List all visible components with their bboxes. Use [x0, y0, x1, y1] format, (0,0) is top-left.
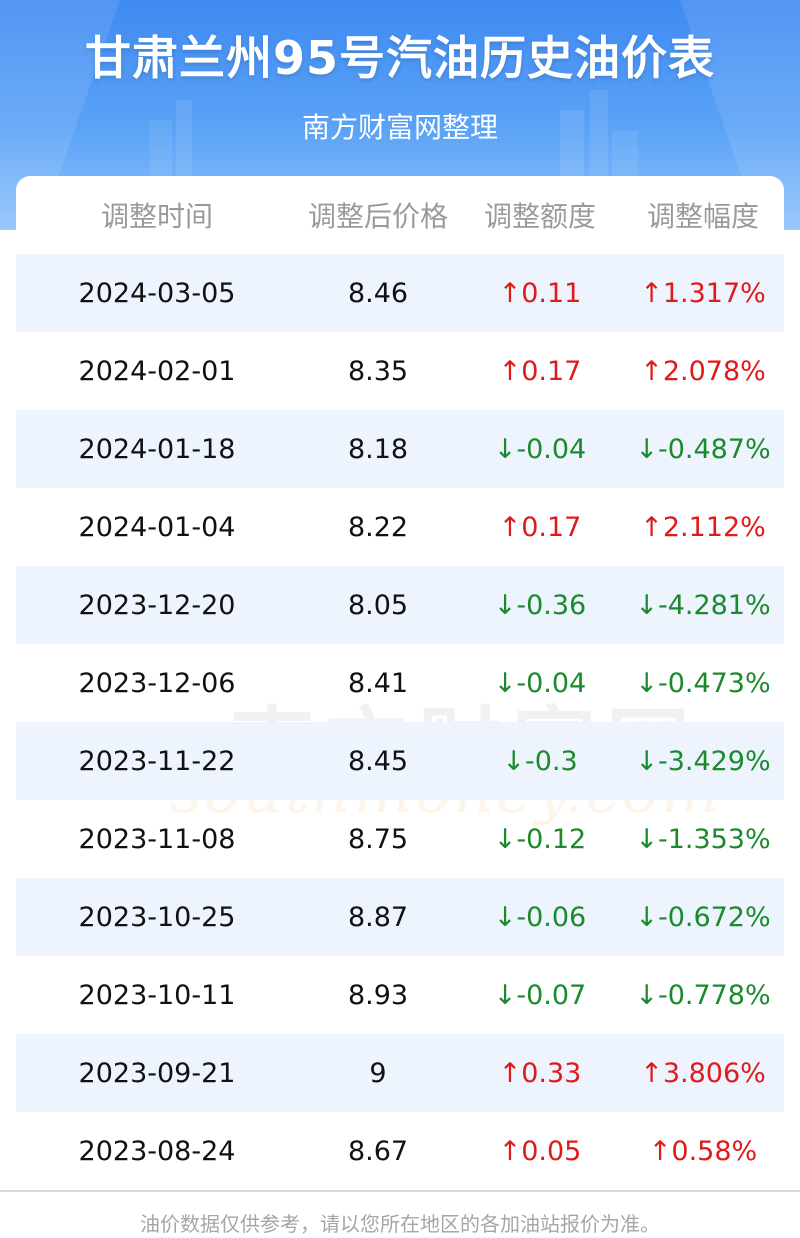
- cell-date: 2023-09-21: [78, 1057, 236, 1089]
- cell-percent: ↑1.317%: [640, 277, 766, 309]
- page-title: 甘肃兰州95号汽油历史油价表: [84, 31, 715, 85]
- table-row: 2023-10-25 8.87 ↓-0.06 ↓-0.672%: [16, 878, 784, 956]
- cell-date: 2023-12-20: [78, 589, 236, 621]
- table-row: 2024-01-18 8.18 ↓-0.04 ↓-0.487%: [16, 410, 784, 488]
- cell-percent: ↓-0.487%: [635, 433, 771, 465]
- cell-change: ↓-0.3: [502, 745, 578, 777]
- table-row: 2023-10-11 8.93 ↓-0.07 ↓-0.778%: [16, 956, 784, 1034]
- footer-divider: [0, 1190, 800, 1192]
- cell-date: 2024-01-18: [78, 433, 236, 465]
- column-header-percent: 调整幅度: [646, 200, 759, 233]
- table-body: 2024-03-05 8.46 ↑0.11 ↑1.317% 2024-02-01…: [16, 254, 784, 1190]
- cell-date: 2023-10-11: [78, 979, 236, 1011]
- cell-price: 8.05: [347, 589, 409, 621]
- cell-price: 8.46: [347, 277, 409, 309]
- cell-price: 8.93: [347, 979, 409, 1011]
- cell-change: ↓-0.12: [493, 823, 587, 855]
- cell-percent: ↓-1.353%: [635, 823, 771, 855]
- cell-percent: ↓-4.281%: [635, 589, 771, 621]
- cell-change: ↑0.17: [498, 511, 582, 543]
- cell-percent: ↑0.58%: [648, 1135, 758, 1167]
- cell-date: 2023-08-24: [78, 1135, 236, 1167]
- table-row: 2023-11-22 8.45 ↓-0.3 ↓-3.429%: [16, 722, 784, 800]
- column-header-date: 调整时间: [100, 200, 213, 233]
- table-row: 2024-03-05 8.46 ↑0.11 ↑1.317%: [16, 254, 784, 332]
- table-row: 2024-01-04 8.22 ↑0.17 ↑2.112%: [16, 488, 784, 566]
- cell-percent: ↓-0.473%: [635, 667, 771, 699]
- table-row: 2023-09-21 9 ↑0.33 ↑3.806%: [16, 1034, 784, 1112]
- cell-percent: ↓-0.778%: [635, 979, 771, 1011]
- cell-price: 8.45: [347, 745, 409, 777]
- cell-price: 8.22: [347, 511, 409, 543]
- column-header-price: 调整后价格: [307, 200, 448, 233]
- cell-change: ↓-0.36: [493, 589, 587, 621]
- page-subtitle: 南方财富网整理: [301, 111, 498, 144]
- table-row: 2023-12-06 8.41 ↓-0.04 ↓-0.473%: [16, 644, 784, 722]
- cell-price: 9: [369, 1057, 387, 1089]
- cell-change: ↓-0.07: [493, 979, 587, 1011]
- cell-date: 2024-01-04: [78, 511, 236, 543]
- table-row: 2023-12-20 8.05 ↓-0.36 ↓-4.281%: [16, 566, 784, 644]
- cell-price: 8.87: [347, 901, 409, 933]
- cell-date: 2024-03-05: [78, 277, 236, 309]
- cell-percent: ↑2.112%: [640, 511, 766, 543]
- cell-change: ↓-0.04: [493, 667, 587, 699]
- cell-date: 2023-11-08: [78, 823, 236, 855]
- table-row: 2023-11-08 8.75 ↓-0.12 ↓-1.353%: [16, 800, 784, 878]
- cell-date: 2024-02-01: [78, 355, 236, 387]
- cell-change: ↓-0.06: [493, 901, 587, 933]
- cell-price: 8.67: [347, 1135, 409, 1167]
- cell-percent: ↓-0.672%: [635, 901, 771, 933]
- cell-change: ↑0.17: [498, 355, 582, 387]
- cell-date: 2023-10-25: [78, 901, 236, 933]
- cell-price: 8.18: [347, 433, 409, 465]
- column-header-change: 调整额度: [483, 200, 596, 233]
- cell-change: ↑0.11: [498, 277, 582, 309]
- cell-date: 2023-11-22: [78, 745, 236, 777]
- table-card: [16, 176, 784, 1196]
- cell-price: 8.35: [347, 355, 409, 387]
- cell-percent: ↑2.078%: [640, 355, 766, 387]
- footer-note: 油价数据仅供参考，请以您所在地区的各加油站报价为准。: [140, 1212, 660, 1236]
- table-row: 2024-02-01 8.35 ↑0.17 ↑2.078%: [16, 332, 784, 410]
- table-row: 2023-08-24 8.67 ↑0.05 ↑0.58%: [16, 1112, 784, 1190]
- cell-percent: ↑3.806%: [640, 1057, 766, 1089]
- cell-change: ↑0.33: [498, 1057, 582, 1089]
- cell-date: 2023-12-06: [78, 667, 236, 699]
- cell-price: 8.41: [347, 667, 409, 699]
- cell-change: ↑0.05: [498, 1135, 582, 1167]
- cell-price: 8.75: [347, 823, 409, 855]
- cell-change: ↓-0.04: [493, 433, 587, 465]
- table-header: 调整时间 调整后价格 调整额度 调整幅度: [16, 176, 784, 254]
- cell-percent: ↓-3.429%: [635, 745, 771, 777]
